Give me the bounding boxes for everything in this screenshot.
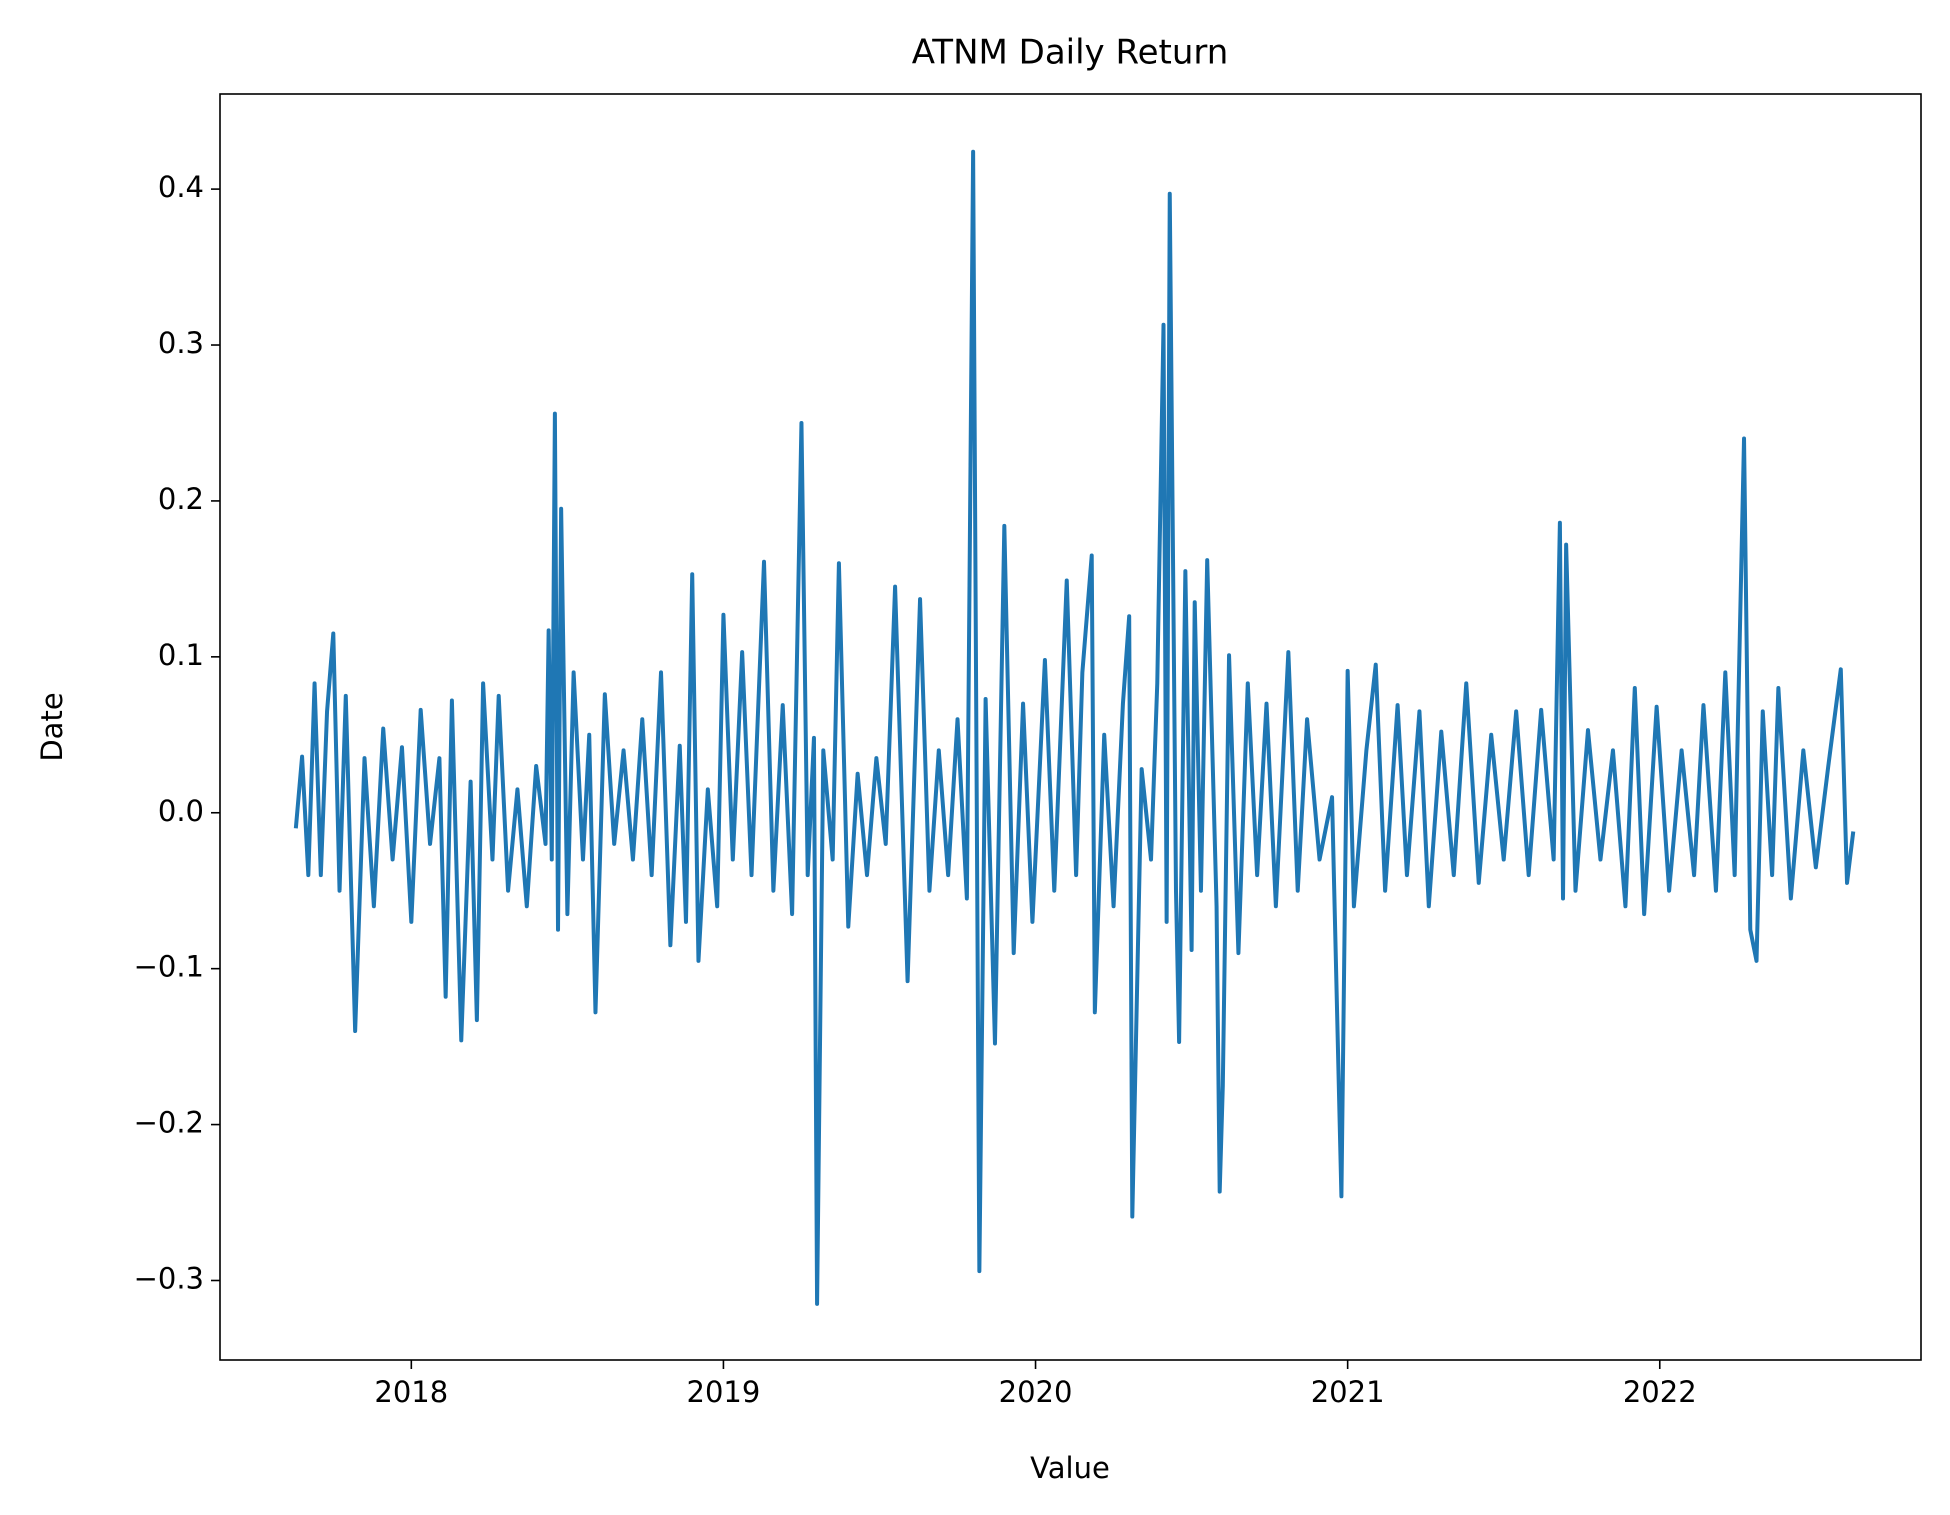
y-tick-label: 0.4 — [158, 170, 204, 204]
y-tick-label: −0.1 — [134, 950, 204, 984]
plot-frame — [219, 93, 1922, 1361]
y-tick-label: 0.2 — [158, 482, 204, 516]
y-tick-label: 0.0 — [158, 794, 204, 828]
x-tick-label: 2018 — [374, 1375, 448, 1409]
x-tick-label: 2020 — [999, 1375, 1073, 1409]
y-axis-label: Date — [35, 692, 69, 761]
x-tick-label: 2022 — [1623, 1375, 1697, 1409]
y-tick-label: −0.3 — [134, 1261, 204, 1295]
x-tick-label: 2021 — [1311, 1375, 1385, 1409]
y-tick-label: 0.1 — [158, 638, 204, 672]
line-series — [293, 149, 1856, 1306]
x-axis-label: Value — [1030, 1451, 1110, 1485]
x-tick-label: 2019 — [687, 1375, 761, 1409]
y-tick-label: −0.2 — [134, 1106, 204, 1140]
y-tick-label: 0.3 — [158, 326, 204, 360]
chart-title: ATNM Daily Return — [912, 33, 1229, 73]
